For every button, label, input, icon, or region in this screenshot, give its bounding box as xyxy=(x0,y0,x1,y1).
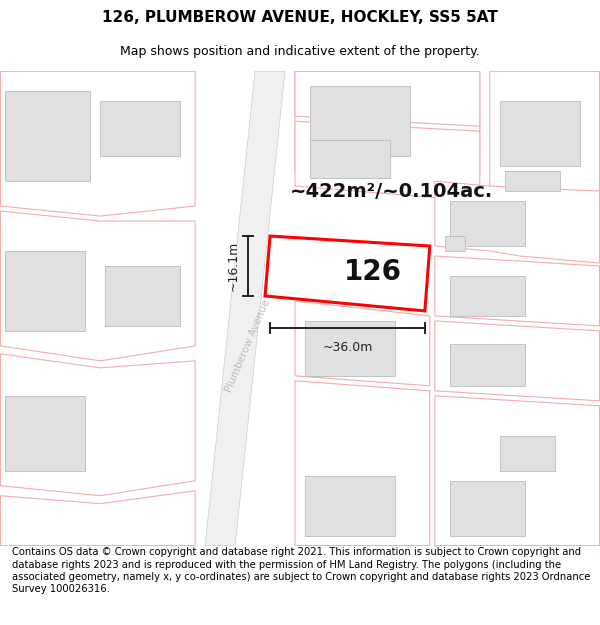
Text: 126: 126 xyxy=(343,258,401,286)
Bar xyxy=(450,481,525,536)
Polygon shape xyxy=(1,491,195,546)
Polygon shape xyxy=(295,71,480,186)
Text: Plumberow Avenue: Plumberow Avenue xyxy=(224,298,272,394)
Bar xyxy=(450,276,525,316)
Text: 126, PLUMBEROW AVENUE, HOCKLEY, SS5 5AT: 126, PLUMBEROW AVENUE, HOCKLEY, SS5 5AT xyxy=(102,10,498,25)
Bar xyxy=(445,236,465,251)
Polygon shape xyxy=(435,256,599,326)
Bar xyxy=(305,476,395,536)
Polygon shape xyxy=(490,71,599,206)
Bar xyxy=(305,321,395,376)
Text: ~422m²/~0.104ac.: ~422m²/~0.104ac. xyxy=(290,182,493,201)
Text: ~36.0m: ~36.0m xyxy=(322,341,373,354)
Text: ~16.1m: ~16.1m xyxy=(227,241,240,291)
Polygon shape xyxy=(1,211,195,361)
Text: Map shows position and indicative extent of the property.: Map shows position and indicative extent… xyxy=(120,45,480,58)
Bar xyxy=(500,436,554,471)
Polygon shape xyxy=(295,71,480,126)
Bar xyxy=(5,91,90,181)
Bar xyxy=(105,266,180,326)
Bar xyxy=(278,246,378,298)
Polygon shape xyxy=(435,396,599,546)
Polygon shape xyxy=(295,121,480,201)
Bar xyxy=(500,101,580,166)
Polygon shape xyxy=(265,236,430,311)
Bar xyxy=(100,101,180,156)
Polygon shape xyxy=(1,354,195,496)
Text: Contains OS data © Crown copyright and database right 2021. This information is : Contains OS data © Crown copyright and d… xyxy=(12,547,590,594)
Bar xyxy=(5,396,85,471)
Bar xyxy=(5,251,85,331)
Polygon shape xyxy=(205,71,285,546)
Bar xyxy=(450,344,525,386)
Polygon shape xyxy=(435,321,599,401)
Bar xyxy=(310,86,410,156)
Bar xyxy=(450,201,525,246)
Polygon shape xyxy=(1,71,195,216)
Bar xyxy=(310,140,390,178)
Polygon shape xyxy=(295,301,430,386)
Bar xyxy=(505,171,560,191)
Polygon shape xyxy=(295,381,430,546)
Polygon shape xyxy=(435,181,599,263)
